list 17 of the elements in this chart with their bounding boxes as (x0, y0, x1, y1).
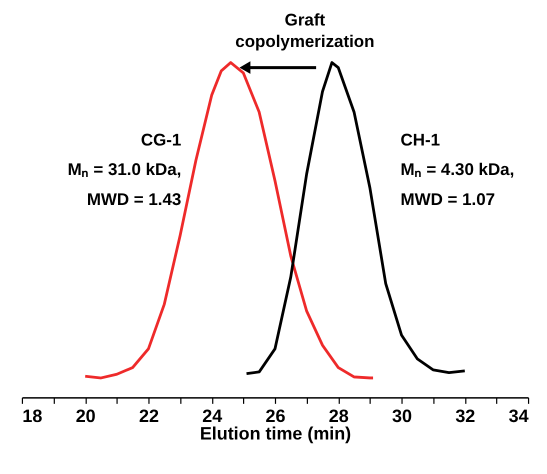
x-tick-label: 24 (202, 406, 222, 426)
series-label: CG-1 (140, 130, 182, 150)
x-tick-label: 34 (508, 406, 529, 426)
x-tick-label: 26 (266, 406, 286, 426)
x-tick-label: 32 (455, 406, 476, 426)
x-tick-label: 22 (138, 406, 159, 426)
x-tick-label: 18 (22, 406, 42, 426)
x-tick-label: 28 (328, 406, 349, 426)
x-tick-label: 20 (76, 406, 96, 426)
annotation: MWD = 1.07 (400, 190, 496, 210)
annotation: Mₙ = 4.30 kDa, (400, 160, 514, 180)
annotation: MWD = 1.43 (86, 190, 182, 210)
x-axis-title: Elution time (min) (200, 424, 352, 444)
annotation: Mₙ = 31.0 kDa, (68, 160, 182, 180)
chart-title: Graft copolymerization (235, 10, 374, 52)
x-tick-label: 30 (392, 406, 412, 426)
text: CH-1 (400, 130, 440, 150)
